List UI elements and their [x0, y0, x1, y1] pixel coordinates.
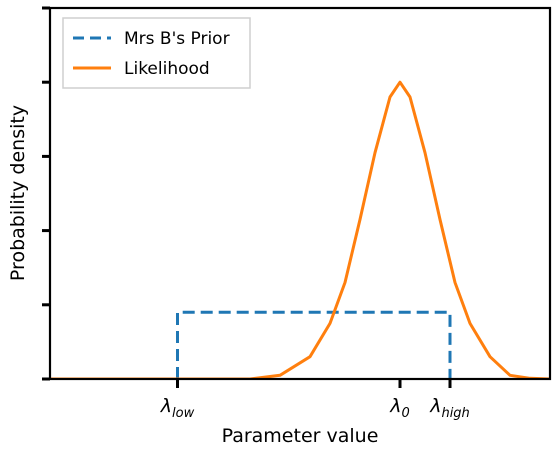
legend-box [62, 17, 251, 89]
x-tick-label: λlow [160, 395, 195, 421]
plot-frame [48, 6, 552, 381]
x-axis-label: Parameter value [222, 425, 379, 447]
legend-label-prior: Mrs B's Prior [124, 29, 230, 49]
series-layer [50, 80, 550, 379]
plot-border [48, 6, 552, 381]
x-tick-label: λ0 [389, 395, 410, 421]
series-line-1 [50, 80, 550, 379]
series-line-0 [176, 310, 452, 379]
tick-layer: λlow λ0 λhigh [42, 6, 470, 421]
y-axis-label: Probability density [7, 105, 29, 281]
legend: Mrs B's Prior Likelihood [62, 17, 251, 89]
x-tick-label: λhigh [429, 395, 470, 421]
legend-label-likelihood: Likelihood [124, 59, 210, 79]
